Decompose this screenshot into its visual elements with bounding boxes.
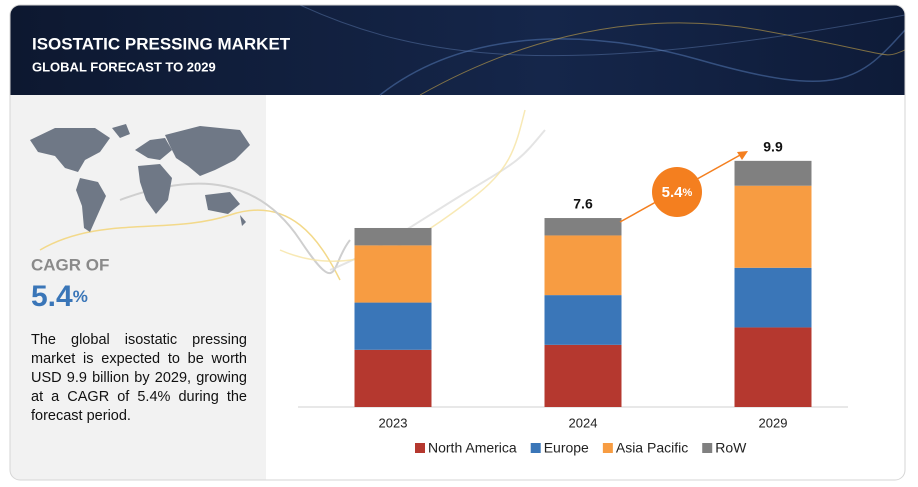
cagr-label: CAGR OF [31, 255, 109, 274]
legend-swatch [702, 443, 713, 453]
header-subtitle: GLOBAL FORECAST TO 2029 [32, 59, 216, 74]
bar-segment [354, 302, 432, 350]
legend-swatch [415, 443, 425, 453]
header-title: ISOSTATIC PRESSING MARKET [32, 34, 291, 53]
bar-segment [544, 344, 622, 407]
cagr-badge-value: 5.4 [662, 184, 684, 201]
total-label: 9.9 [763, 139, 783, 155]
bar-segment [734, 267, 812, 328]
x-tick-label: 2023 [379, 415, 408, 430]
summary-text: The global isostatic pressing market is … [31, 332, 247, 424]
legend-label: RoW [715, 440, 747, 456]
card-border [9, 4, 906, 481]
bar-segment [544, 295, 622, 345]
header-bg [10, 5, 905, 95]
cagr-badge-unit: % [683, 187, 693, 199]
bar-segment [354, 227, 432, 246]
bar-segment [354, 245, 432, 303]
x-tick-label: 2029 [759, 415, 788, 430]
bar-segment [734, 160, 812, 186]
cagr-badge-text: 5.4% [662, 184, 693, 201]
cagr-arrowhead [737, 151, 748, 160]
cagr-badge [652, 167, 702, 217]
legend-label: Asia Pacific [616, 440, 688, 456]
cagr-number: 5.4 [31, 280, 73, 313]
legend-label: North America [428, 440, 517, 456]
legend-swatch [602, 443, 613, 453]
bar-segment [354, 349, 432, 407]
bar-segment [544, 235, 622, 296]
bar-segment [734, 327, 812, 407]
x-tick-label: 2024 [569, 415, 598, 430]
cagr-value: 5.4% [31, 280, 88, 313]
world-map [30, 124, 250, 232]
bar-segment [734, 185, 812, 268]
cagr-unit: % [73, 287, 88, 306]
total-label: 7.6 [573, 196, 593, 212]
legend-label: Europe [544, 440, 589, 456]
bar-segment [544, 218, 622, 236]
legend-swatch [530, 443, 541, 453]
